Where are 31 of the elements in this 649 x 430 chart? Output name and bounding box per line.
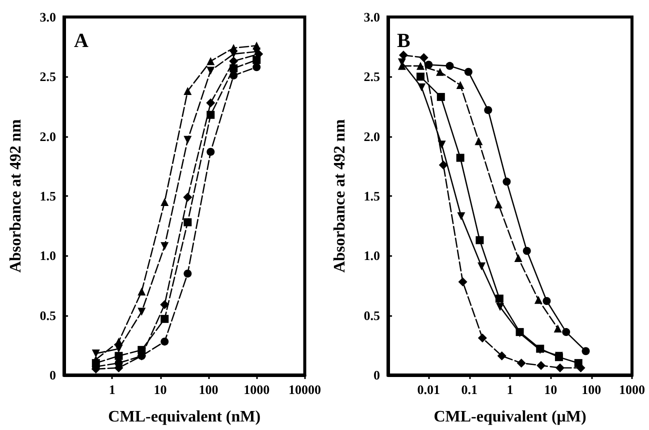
x-tick-label: 1 [108,382,116,397]
y-tick-label: 0.5 [40,308,56,323]
x-tick-label: 1 [506,382,514,397]
x-tick-label: 10 [544,382,558,397]
y-axis-title: Absorbance at 492 nm [8,118,24,273]
y-tick-label: 0 [374,368,380,382]
x-axis-title: CML-equivalent (μM) [434,408,586,426]
y-tick-label: 1.5 [40,188,56,204]
x-tick-label: 10 [154,382,167,397]
y-tick-label: 2.5 [40,69,56,84]
annotation: B [397,30,410,52]
y-tick-label: 3.0 [364,10,380,24]
x-tick-label: 100 [198,382,218,397]
x-tick-label: 1000 [619,382,645,397]
y-tick-label: 2.0 [40,128,56,144]
y-tick-label: 1.0 [40,248,56,264]
y-tick-label: 2.5 [364,69,380,84]
x-tick-label: 1000 [244,382,270,397]
x-tick-label: 100 [582,382,602,397]
annotation: A [74,30,89,52]
y-tick-label: 0.5 [364,308,380,323]
x-tick-label: 0.1 [461,382,478,397]
y-axis-title: Absorbance at 492 nm [332,118,348,273]
y-tick-label: 1.5 [364,188,380,204]
y-tick-label: 1.0 [364,248,380,264]
x-axis-title: CML-equivalent (nM) [108,408,261,426]
y-tick-label: 2.0 [364,128,380,144]
y-tick-label: 0 [50,368,56,382]
x-tick-label: 10000 [288,382,321,397]
x-tick-label: 0.01 [417,382,440,397]
y-tick-label: 3.0 [40,10,56,24]
